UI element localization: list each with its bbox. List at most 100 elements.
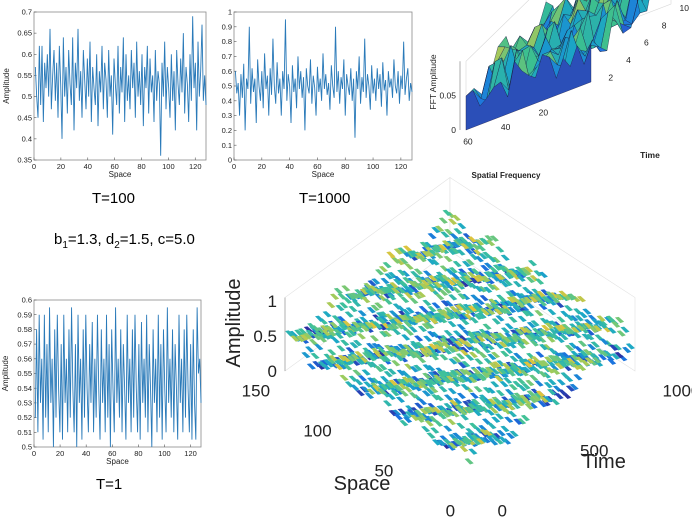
surface-patch — [553, 355, 563, 362]
surface-patch — [414, 335, 424, 342]
surface-patch — [515, 301, 526, 308]
surface-patch — [569, 383, 579, 391]
surface-patch — [469, 422, 479, 429]
surface-patch — [448, 371, 458, 379]
surface-patch — [457, 223, 467, 230]
surface-patch — [404, 329, 415, 336]
surface-patch — [494, 342, 504, 349]
surface-patch — [565, 314, 575, 322]
surface-patch — [394, 354, 405, 362]
param-b-sub: 1 — [62, 240, 68, 251]
surface-patch — [375, 269, 385, 276]
surface-patch — [445, 313, 455, 320]
surface-patch — [478, 396, 488, 404]
surface-patch — [422, 372, 432, 379]
y-tick-label: 0.52 — [17, 413, 32, 422]
param-d-sub: 2 — [114, 240, 120, 251]
surface-patch — [433, 344, 443, 351]
surface-patch — [473, 313, 483, 320]
surface-patch — [407, 377, 417, 384]
surface-patch — [433, 420, 444, 427]
surface-patch — [366, 377, 377, 384]
surface-patch — [405, 307, 415, 314]
surface-patch — [478, 341, 488, 348]
surface-patch — [509, 355, 519, 363]
surface-patch — [342, 297, 353, 304]
surface-patch — [326, 301, 336, 309]
surface-patch — [515, 328, 525, 335]
surface-patch — [544, 322, 554, 329]
surface-patch — [507, 342, 517, 349]
surface-patch — [544, 356, 554, 363]
surface-patch — [480, 238, 490, 245]
surface-patch — [463, 341, 473, 348]
surface-patch — [337, 354, 347, 362]
surface-patch — [470, 268, 480, 275]
surface-patch — [527, 358, 537, 365]
surface-patch — [438, 217, 448, 224]
surface-patch — [480, 264, 490, 272]
surface-patch — [549, 364, 560, 371]
surface-patch — [384, 313, 394, 320]
surface-patch — [319, 359, 329, 367]
y-tick-label: 0.6 — [22, 50, 32, 59]
surface-patch — [364, 392, 375, 400]
surface-patch — [439, 354, 449, 361]
surface-patch — [393, 248, 403, 255]
surface-patch — [525, 379, 535, 387]
surface-patch — [509, 336, 519, 343]
surface-patch — [523, 361, 533, 368]
surface-patch — [387, 368, 397, 375]
surface-patch — [465, 337, 475, 344]
y-tick-label: 0.2 — [222, 126, 232, 135]
surface-patch — [359, 316, 369, 323]
surface-patch — [543, 396, 553, 403]
surface-patch — [570, 326, 580, 334]
surface-patch — [540, 360, 550, 367]
surface-patch — [394, 384, 404, 392]
y-tick-label: 0.6 — [222, 67, 232, 76]
surface-patch — [350, 354, 360, 361]
surface-patch — [341, 285, 351, 292]
surface-patch — [392, 409, 402, 416]
surface-patch — [541, 296, 551, 303]
y-tick-label: 0.6 — [22, 296, 32, 305]
x-tick-label: 0 — [32, 162, 36, 171]
surface-patch — [563, 328, 573, 335]
surface-patch — [366, 342, 376, 350]
surface-patch — [431, 439, 442, 446]
y-tick-label: 0.45 — [17, 113, 32, 122]
surface-patch — [383, 383, 393, 391]
surface-patch — [404, 289, 414, 296]
surface-patch — [481, 275, 491, 282]
z-tick-label: 0.5 — [253, 327, 277, 346]
surface-patch — [428, 275, 438, 282]
surface-patch — [622, 346, 632, 354]
x-axis-label: Space — [312, 170, 335, 179]
surface-patch — [498, 265, 508, 272]
surface-patch — [616, 330, 626, 337]
chart-space-time-surface: 0 0.5 1 Amplitude 0 50 100 150 Space 0 500 1000 Time — [223, 176, 692, 519]
surface-patch — [290, 335, 300, 342]
surface-patch — [518, 326, 529, 334]
surface-patch — [432, 275, 442, 283]
x-axis-label: Spatial Frequency — [472, 171, 541, 180]
y-axis-label: Amplitude — [2, 68, 11, 104]
surface-patch — [611, 321, 621, 328]
surface-patch — [456, 392, 467, 399]
surface-patch — [401, 314, 411, 321]
surface-patch — [527, 259, 538, 267]
surface-patch — [370, 304, 380, 312]
surface-patch — [481, 418, 492, 425]
surface-patch — [436, 370, 446, 378]
surface-patch — [454, 304, 465, 311]
surface-patch — [477, 436, 488, 444]
surface-patch — [509, 394, 520, 401]
surface-patch — [415, 416, 425, 423]
surface-patch — [490, 381, 500, 388]
z-axis-label: Amplitude — [223, 279, 245, 368]
surface-patch — [398, 349, 408, 357]
surface-patch — [477, 312, 487, 320]
surface-patch — [438, 244, 448, 251]
surface-patch — [497, 368, 507, 375]
